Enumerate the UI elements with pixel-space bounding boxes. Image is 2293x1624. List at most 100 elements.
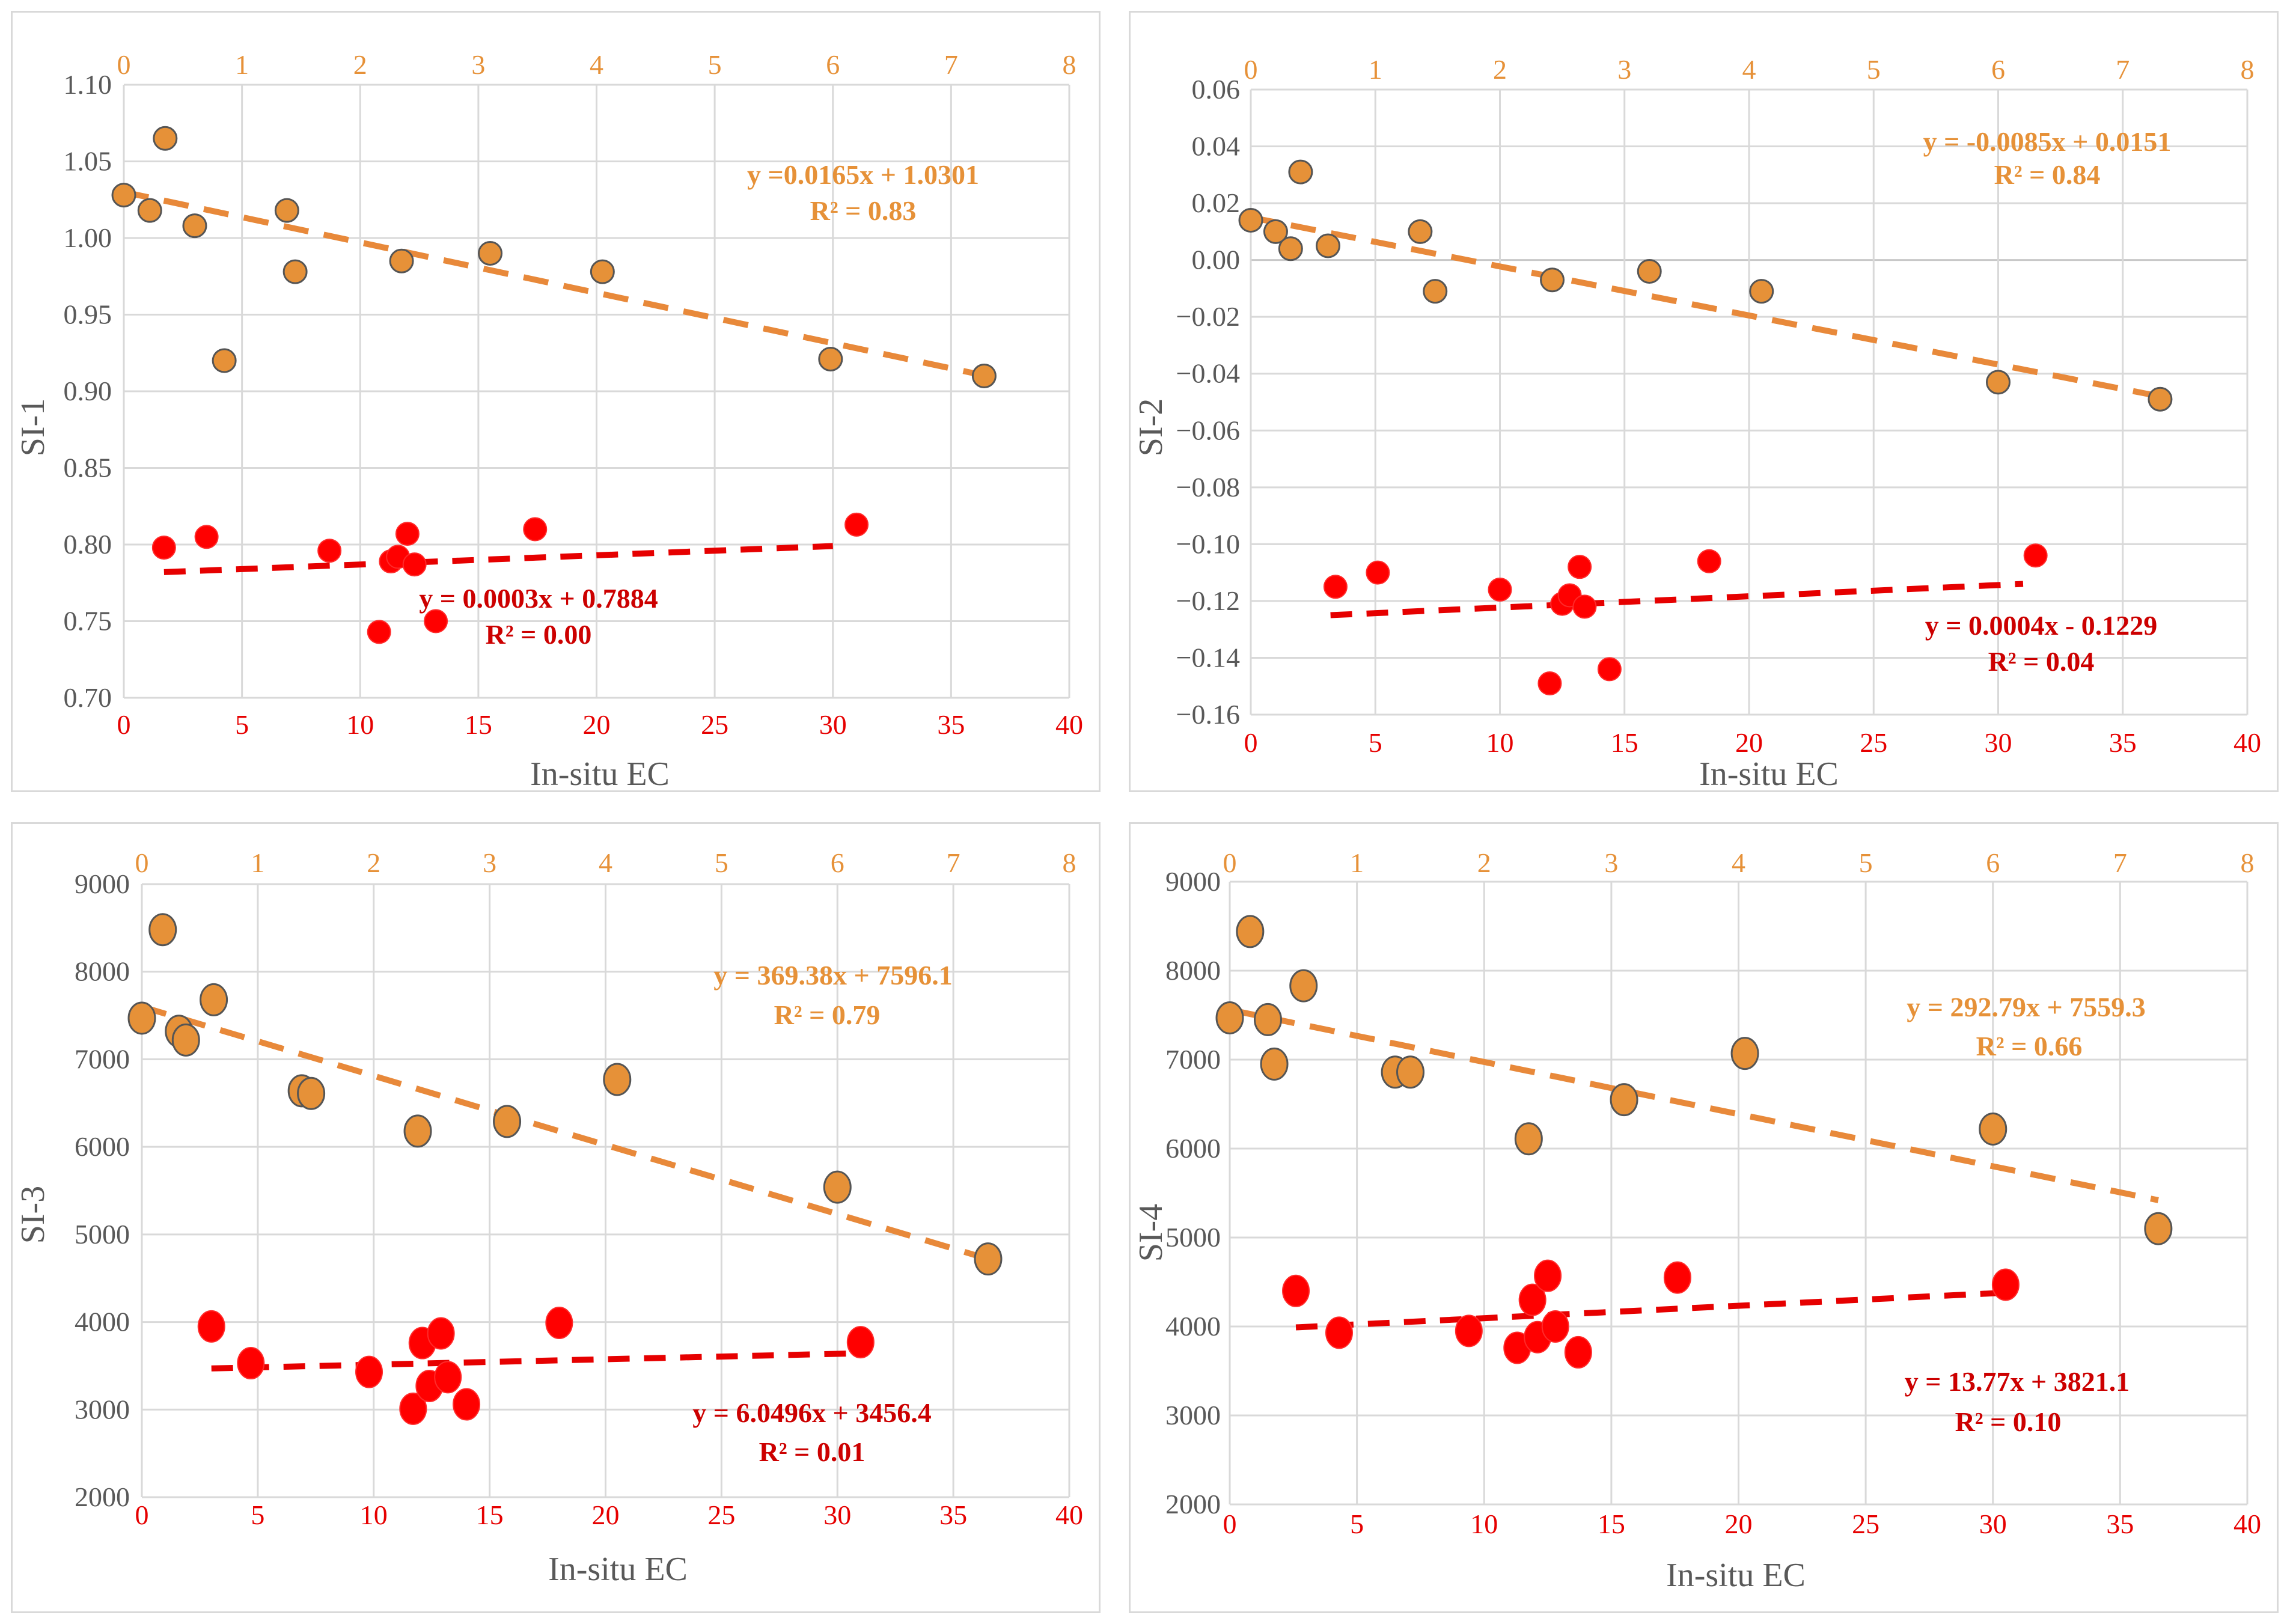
gridlines xyxy=(1229,881,2249,1506)
trendline-red xyxy=(1330,581,2024,618)
data-point-orange xyxy=(2148,386,2173,412)
series-orange xyxy=(1238,159,2173,412)
red-equation: y = 13.77x + 3821.1 xyxy=(1905,1366,2130,1397)
orange-equation: y = -0.0085x + 0.0151 xyxy=(1923,126,2172,157)
series-red xyxy=(1323,543,2048,695)
data-point-orange xyxy=(971,364,997,388)
data-point-red xyxy=(1366,560,1390,585)
x-tick-label-top: 2 xyxy=(1493,54,1507,85)
x-tick-label-top: 6 xyxy=(1986,847,2000,878)
x-tick-label-top: 3 xyxy=(1617,54,1631,85)
x-tick-label-bottom: 20 xyxy=(1735,727,1763,758)
data-point-orange xyxy=(1315,233,1340,258)
y-axis-title: SI-1 xyxy=(14,398,52,456)
x-tick-label-top: 5 xyxy=(715,847,728,878)
orange-equation: y = 292.79x + 7559.3 xyxy=(1907,992,2145,1022)
y-tick-label: 2000 xyxy=(1165,1489,1221,1519)
y-tick-label: 1.00 xyxy=(64,222,112,253)
data-point-orange xyxy=(148,913,177,947)
series-orange xyxy=(1215,915,2173,1245)
x-tick-label-bottom: 10 xyxy=(1470,1509,1498,1539)
series-orange xyxy=(127,913,1003,1276)
x-tick-label-top: 2 xyxy=(367,847,380,878)
data-point-red xyxy=(402,552,427,577)
x-tick-label-top: 0 xyxy=(117,49,131,80)
orange-r2: R² = 0.66 xyxy=(1976,1031,2083,1061)
y-tick-label: −0.10 xyxy=(1176,528,1240,559)
x-tick-label-bottom: 25 xyxy=(701,709,728,740)
trendline-orange xyxy=(1250,214,2161,400)
data-point-red xyxy=(1455,1314,1483,1348)
x-tick-label-top: 0 xyxy=(135,847,149,878)
x-tick-label-bottom: 30 xyxy=(1979,1509,2007,1539)
data-point-orange xyxy=(1396,1055,1425,1089)
gridlines xyxy=(1250,88,2249,716)
y-tick-label: 7000 xyxy=(75,1043,130,1074)
y-tick-label: −0.14 xyxy=(1176,642,1240,673)
data-point-red xyxy=(1564,1336,1592,1369)
x-tick-label-bottom: 40 xyxy=(1055,1500,1083,1530)
data-point-orange xyxy=(2144,1212,2173,1245)
x-tick-label-bottom: 35 xyxy=(937,709,965,740)
chart-si1: SI-1 In-situ EC y =0.0165x + 1.0301 R² =… xyxy=(14,49,1083,793)
chart-si3: SI-3 In-situ EC y = 369.38x + 7596.1 R² … xyxy=(14,847,1083,1588)
x-tick-label-bottom: 5 xyxy=(1350,1509,1364,1539)
data-point-orange xyxy=(1986,370,2011,395)
x-tick-label-top: 7 xyxy=(944,49,958,80)
data-point-orange xyxy=(182,213,207,239)
x-tick-label-bottom: 5 xyxy=(235,709,249,740)
x-tick-label-bottom: 25 xyxy=(1860,727,1887,758)
data-point-red xyxy=(399,1392,427,1425)
x-tick-label-top: 7 xyxy=(2113,847,2127,878)
x-tick-label-top: 0 xyxy=(1244,54,1258,85)
orange-equation: y =0.0165x + 1.0301 xyxy=(747,159,979,190)
data-point-red xyxy=(1534,1259,1562,1292)
orange-r2: R² = 0.79 xyxy=(774,1000,881,1030)
data-point-orange xyxy=(200,983,228,1016)
red-r2: R² = 0.01 xyxy=(759,1436,866,1467)
data-point-red xyxy=(151,536,176,560)
data-point-orange xyxy=(1610,1083,1638,1117)
x-tick-label-top: 1 xyxy=(1369,54,1382,85)
data-point-red xyxy=(1697,549,1721,573)
x-tick-label-top: 8 xyxy=(2241,847,2255,878)
data-point-orange xyxy=(603,1063,632,1096)
data-point-orange xyxy=(1236,915,1265,948)
data-point-orange xyxy=(282,259,308,284)
data-point-orange xyxy=(153,126,178,151)
data-point-orange xyxy=(274,198,299,223)
y-tick-label: 0.06 xyxy=(1192,74,1241,105)
data-point-orange xyxy=(590,259,615,284)
y-tick-label: 5000 xyxy=(75,1219,130,1250)
chart-panel-si2: SI-2 In-situ EC y = -0.0085x + 0.0151 R²… xyxy=(1129,11,2279,793)
x-tick-label-top: 3 xyxy=(483,847,496,878)
data-point-orange xyxy=(1263,219,1288,244)
x-tick-label-bottom: 15 xyxy=(476,1500,504,1530)
data-point-orange xyxy=(974,1242,1003,1276)
series-red xyxy=(197,1307,875,1425)
data-point-orange xyxy=(1979,1112,2008,1146)
y-tick-label: 8000 xyxy=(1165,955,1221,986)
y-tick-label: 0.00 xyxy=(1192,245,1241,275)
y-tick-label: 9000 xyxy=(1165,866,1221,897)
chart-panel-si4: SI-4 In-situ EC y = 292.79x + 7559.3 R² … xyxy=(1129,822,2279,1613)
data-point-orange xyxy=(1289,969,1318,1003)
x-tick-label-bottom: 20 xyxy=(592,1500,620,1530)
chart-panel-si1: SI-1 In-situ EC y =0.0165x + 1.0301 R² =… xyxy=(11,11,1101,793)
data-point-red xyxy=(434,1361,462,1394)
y-tick-label: 0.70 xyxy=(64,682,112,713)
x-tick-label-bottom: 0 xyxy=(1244,727,1258,758)
x-tick-label-bottom: 30 xyxy=(823,1500,851,1530)
y-tick-label: 0.85 xyxy=(64,453,112,483)
y-tick-label: 6000 xyxy=(1165,1133,1221,1164)
data-point-orange xyxy=(1540,267,1565,293)
data-point-red xyxy=(1991,1268,2020,1301)
x-tick-label-top: 0 xyxy=(1223,847,1237,878)
x-tick-label-top: 4 xyxy=(1732,847,1745,878)
trendline-red xyxy=(163,543,833,575)
x-tick-label-top: 6 xyxy=(1991,54,2005,85)
x-tick-label-bottom: 5 xyxy=(251,1500,264,1530)
data-point-red xyxy=(395,522,420,546)
x-axis-title: In-situ EC xyxy=(1699,756,1839,793)
y-tick-label: 1.10 xyxy=(64,69,112,100)
